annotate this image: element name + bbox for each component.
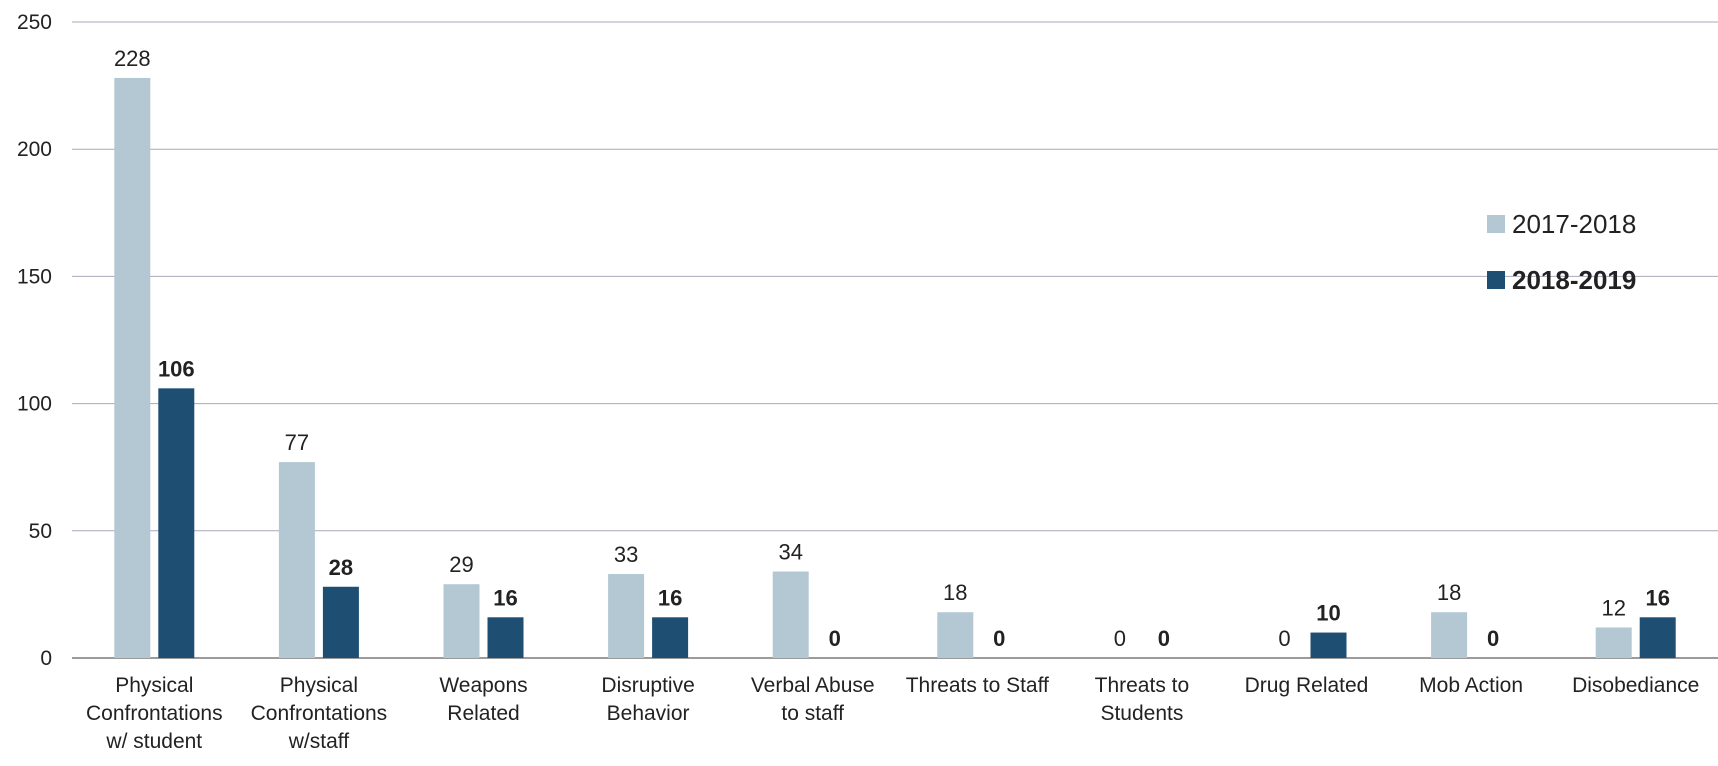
gridlines xyxy=(72,21,1718,532)
legend-label: 2017-2018 xyxy=(1512,209,1636,239)
category-label: Verbal Abuse xyxy=(751,674,875,697)
data-label: 106 xyxy=(158,356,195,381)
data-label: 0 xyxy=(1278,626,1290,651)
y-tick-label: 150 xyxy=(17,265,52,288)
category-label: Physical xyxy=(280,674,358,697)
legend-label: 2018-2019 xyxy=(1512,265,1636,295)
bar-2018-2019 xyxy=(322,586,359,658)
data-label: 77 xyxy=(285,430,309,455)
y-tick-label: 50 xyxy=(29,520,52,543)
data-label: 18 xyxy=(1437,580,1461,605)
data-label: 28 xyxy=(329,555,353,580)
legend-swatch xyxy=(1487,271,1505,289)
category-label: Disruptive xyxy=(601,674,694,697)
category-label: Related xyxy=(447,702,519,725)
category-label: to staff xyxy=(781,702,844,725)
bar-2018-2019 xyxy=(1639,617,1676,658)
data-labels: 228 106 77 28 29 16 33 16 34 0 18 0 0 0 0 10 18 0 12 16 xyxy=(114,46,1670,651)
y-tick-label: 200 xyxy=(17,138,52,161)
category-label: Drug Related xyxy=(1245,674,1369,697)
data-label: 0 xyxy=(829,626,841,651)
bar-2018-2019 xyxy=(1310,632,1347,658)
bar-2017-2018 xyxy=(443,584,480,658)
bar-2017-2018 xyxy=(772,571,809,658)
category-label: Weapons xyxy=(439,674,527,697)
category-label: Disobediance xyxy=(1572,674,1699,697)
data-label: 10 xyxy=(1316,601,1340,626)
category-label: Threats to xyxy=(1095,674,1190,697)
data-label: 0 xyxy=(1487,626,1499,651)
bar-2018-2019 xyxy=(652,617,689,658)
category-label: Students xyxy=(1100,702,1183,725)
category-label: Threats to Staff xyxy=(906,674,1049,697)
legend: 2017-2018 2018-2019 xyxy=(1487,209,1636,295)
category-label: Confrontations xyxy=(86,702,223,725)
bar-2018-2019 xyxy=(158,388,195,658)
bar-2017-2018 xyxy=(278,462,315,658)
data-label: 34 xyxy=(778,540,802,565)
data-label: 33 xyxy=(614,542,638,567)
category-label: w/ student xyxy=(105,730,202,753)
category-label: Behavior xyxy=(607,702,690,725)
category-label: w/staff xyxy=(288,730,349,753)
bars xyxy=(114,77,1676,658)
data-label: 16 xyxy=(493,585,517,610)
bar-2017-2018 xyxy=(114,77,151,658)
data-label: 29 xyxy=(449,552,473,577)
category-labels: Physical Confrontations w/ student Physical… xyxy=(86,674,1699,753)
data-label: 228 xyxy=(114,46,151,71)
data-label: 0 xyxy=(1158,626,1170,651)
y-tick-label: 250 xyxy=(17,11,52,34)
legend-swatch xyxy=(1487,215,1505,233)
y-tick-label: 0 xyxy=(40,647,52,670)
category-label: Confrontations xyxy=(251,702,388,725)
bar-2018-2019 xyxy=(487,617,524,658)
y-axis: 0 50 100 150 200 250 xyxy=(17,11,52,670)
data-label: 16 xyxy=(658,585,682,610)
data-label: 16 xyxy=(1645,585,1669,610)
category-label: Physical xyxy=(115,674,193,697)
y-tick-label: 100 xyxy=(17,393,52,416)
bar-2017-2018 xyxy=(1595,627,1632,658)
bar-2017-2018 xyxy=(937,612,974,658)
bar-2017-2018 xyxy=(1431,612,1468,658)
data-label: 0 xyxy=(993,626,1005,651)
data-label: 0 xyxy=(1114,626,1126,651)
bar-2017-2018 xyxy=(608,574,645,658)
category-label: Mob Action xyxy=(1419,674,1523,697)
data-label: 12 xyxy=(1601,595,1625,620)
data-label: 18 xyxy=(943,580,967,605)
